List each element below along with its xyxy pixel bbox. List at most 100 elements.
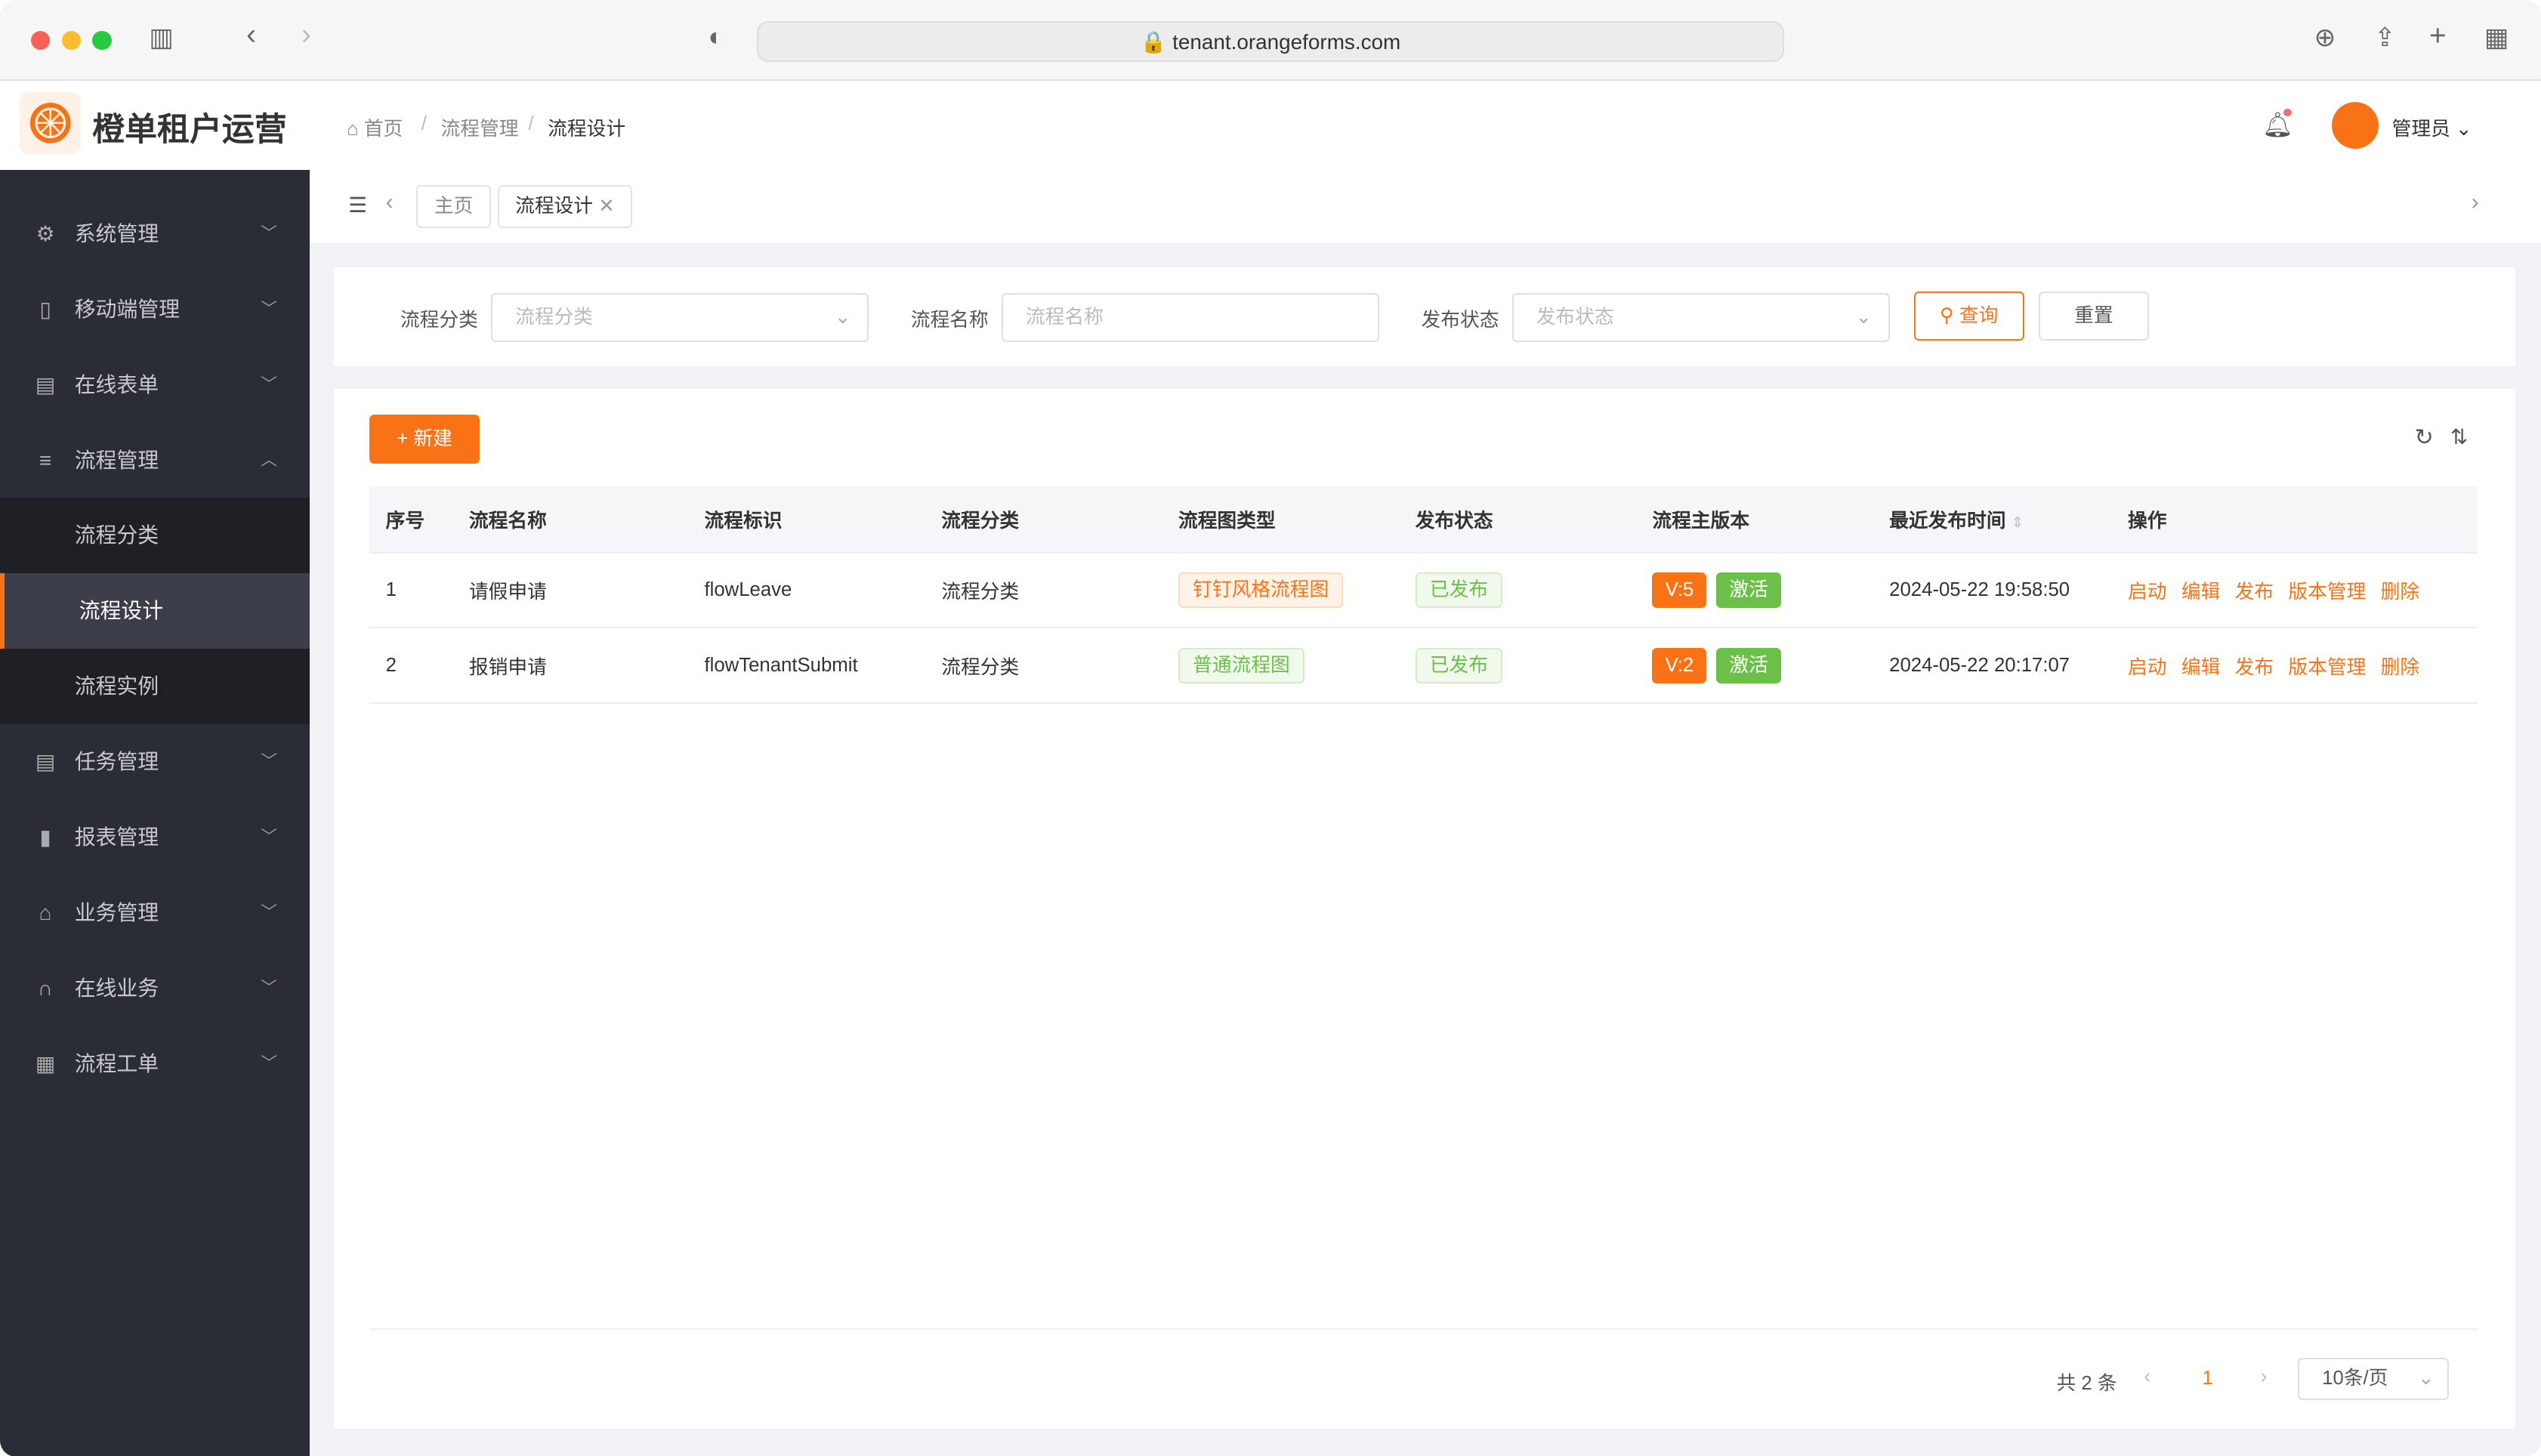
download-icon[interactable]: ⊕ [2314, 23, 2336, 53]
action-link[interactable]: 启动 [2128, 656, 2167, 678]
status-badge: 已发布 [1415, 647, 1503, 683]
minimize-window-button[interactable] [61, 30, 82, 51]
page-size-select[interactable]: 10条/页 ⌄ [2298, 1357, 2449, 1400]
sidebar-item[interactable]: 流程设计 [0, 573, 310, 649]
maximize-window-button[interactable] [92, 30, 113, 51]
address-bar[interactable]: 🔒 tenant.orangeforms.com [756, 20, 1785, 62]
chevron-down-icon: ﹀ [261, 224, 277, 242]
column-header: 流程图类型 [1162, 486, 1400, 554]
sidebar-item-label: 任务管理 [74, 750, 159, 774]
sidebar-toggle-icon[interactable]: ▥ [149, 23, 174, 53]
sidebar-item[interactable]: ▦ 流程工单 ﹀ [0, 1026, 310, 1102]
action-link[interactable]: 编辑 [2181, 656, 2221, 678]
next-page-button[interactable]: › [2260, 1365, 2268, 1387]
close-tab-icon[interactable]: ✕ [598, 195, 615, 217]
publish-time: 2024-05-22 20:17:07 [1873, 628, 2112, 705]
sidebar-item[interactable]: 流程实例 [0, 649, 310, 725]
category-label: 流程分类 [400, 310, 478, 332]
breadcrumb-item[interactable]: 流程管理 [440, 119, 519, 140]
action-link[interactable]: 版本管理 [2288, 656, 2367, 678]
column-header: 发布状态 [1399, 486, 1636, 554]
divider [369, 1328, 2478, 1331]
logo [19, 92, 82, 154]
close-window-button[interactable] [30, 30, 51, 51]
action-link[interactable]: 发布 [2234, 656, 2274, 678]
sidebar-item-label: 流程设计 [79, 599, 164, 623]
sliders-icon: ≡ [39, 448, 52, 472]
sidebar-item-label: 在线业务 [74, 976, 159, 1001]
breadcrumb-home[interactable]: ⌂ 首页 [347, 119, 403, 140]
table-row: 2 报销申请 flowTenantSubmit 流程分类 普通流程图 已发布 V… [369, 628, 2478, 705]
sidebar-item[interactable]: ⚙ 系统管理 ﹀ [0, 196, 310, 272]
tab-flow-design[interactable]: 流程设计 ✕ [497, 184, 633, 229]
sidebar-item[interactable]: ▯ 移动端管理 ﹀ [0, 272, 310, 347]
task-icon: ▤ [35, 750, 56, 774]
tabs-scroll-left-icon[interactable]: ‹ [385, 190, 394, 214]
sidebar-item-label: 在线表单 [74, 372, 159, 396]
notification-dot [2283, 108, 2292, 117]
column-header: 流程主版本 [1635, 486, 1873, 554]
sidebar-item-label: 报表管理 [74, 825, 159, 850]
total-count: 共 2 条 [2056, 1372, 2117, 1394]
column-settings-icon[interactable]: ⇅ [2450, 425, 2468, 449]
bar-chart-icon: ▮ [39, 825, 51, 850]
collapse-menu-icon[interactable]: ☰ [348, 193, 368, 217]
action-link[interactable]: 版本管理 [2288, 581, 2367, 603]
refresh-icon[interactable]: ↻ [2414, 425, 2434, 451]
action-link[interactable]: 删除 [2380, 581, 2420, 603]
tabs-scroll-right-icon[interactable]: › [2471, 190, 2479, 214]
flow-name: 请假申请 [452, 552, 689, 629]
breadcrumb-separator: / [528, 113, 534, 135]
column-header[interactable]: 最近发布时间 ⇕ [1873, 486, 2112, 554]
tab-overview-icon[interactable]: ▦ [2484, 23, 2509, 53]
category-select[interactable]: 流程分类 ⌄ [491, 293, 869, 342]
action-link[interactable]: 发布 [2234, 581, 2274, 603]
action-link[interactable]: 删除 [2380, 656, 2420, 678]
phone-icon: ▯ [39, 297, 51, 321]
sidebar-item[interactable]: ▮ 报表管理 ﹀ [0, 800, 310, 875]
new-button[interactable]: + 新建 [369, 415, 480, 464]
column-header: 流程分类 [925, 486, 1162, 554]
flow-type-tag: 普通流程图 [1178, 647, 1304, 683]
reset-button[interactable]: 重置 [2038, 292, 2149, 341]
chevron-down-icon: ⌄ [1855, 307, 1873, 329]
sidebar-item[interactable]: 流程分类 [0, 498, 310, 574]
share-icon[interactable]: ⇪ [2374, 23, 2396, 53]
active-badge: 激活 [1716, 572, 1782, 609]
new-tab-icon[interactable]: + [2428, 19, 2447, 52]
sidebar-item-label: 流程管理 [74, 448, 159, 472]
avatar[interactable] [2332, 102, 2379, 150]
forward-icon[interactable]: › [301, 17, 311, 51]
flow-key: flowTenantSubmit [688, 628, 925, 705]
flow-name: 报销申请 [452, 628, 689, 705]
sidebar-item[interactable]: ∩ 在线业务 ﹀ [0, 951, 310, 1026]
back-icon[interactable]: ‹ [246, 17, 256, 51]
sidebar-item[interactable]: ⌂ 业务管理 ﹀ [0, 875, 310, 951]
flow-key: flowLeave [688, 552, 925, 629]
active-badge: 激活 [1716, 647, 1782, 683]
tab-home[interactable]: 主页 [416, 184, 491, 229]
status-label: 发布状态 [1421, 310, 1499, 332]
action-link[interactable]: 启动 [2128, 581, 2167, 603]
flow-type-tag: 钉钉风格流程图 [1178, 572, 1344, 609]
chevron-down-icon: ﹀ [261, 299, 277, 318]
query-button[interactable]: ⚲ 查询 [1913, 292, 2024, 341]
search-icon: ⚲ [1939, 305, 1954, 327]
sidebar-item-label: 流程分类 [74, 523, 159, 548]
table-row: 1 请假申请 flowLeave 流程分类 钉钉风格流程图 已发布 V:5 激活 … [369, 552, 2478, 629]
sidebar-item[interactable]: ▤ 在线表单 ﹀ [0, 347, 310, 423]
chevron-down-icon: ﹀ [261, 752, 277, 771]
app-title: 橙单租户运营 [92, 112, 287, 149]
sidebar-item[interactable]: ▤ 任务管理 ﹀ [0, 724, 310, 800]
prev-page-button[interactable]: ‹ [2144, 1365, 2150, 1387]
action-link[interactable]: 编辑 [2181, 581, 2221, 603]
form-icon: ▤ [35, 372, 56, 396]
sidebar-item-label: 流程实例 [74, 674, 159, 699]
status-select[interactable]: 发布状态 ⌄ [1511, 293, 1890, 342]
sidebar-item[interactable]: ≡ 流程管理 ︿ [0, 423, 310, 498]
name-input[interactable]: 流程名称 [1001, 293, 1379, 342]
chevron-down-icon: ﹀ [261, 903, 277, 922]
row-number: 2 [369, 628, 453, 705]
user-menu[interactable]: 管理员 ⌄ [2391, 119, 2472, 140]
page-1[interactable]: 1 [2202, 1367, 2213, 1389]
